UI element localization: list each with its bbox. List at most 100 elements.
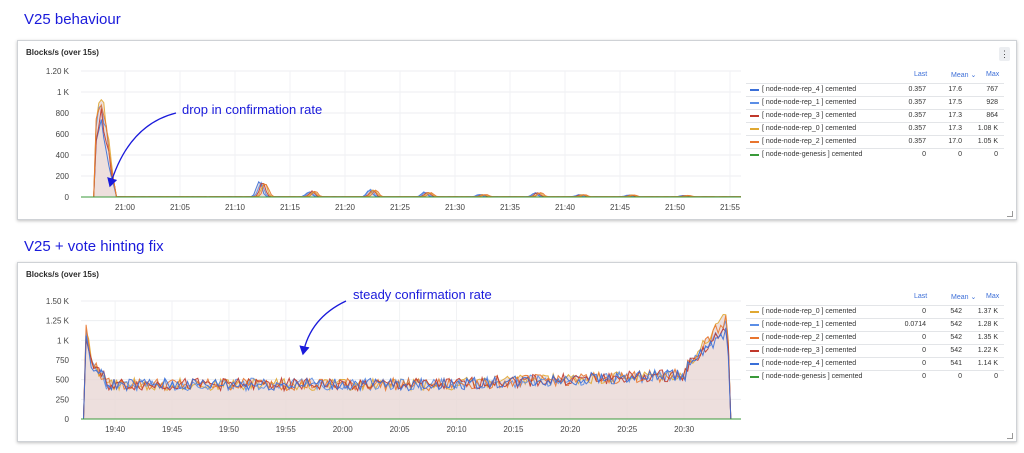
x-tick-label: 19:55 — [276, 425, 297, 434]
x-tick-label: 20:20 — [560, 425, 581, 434]
legend-value-last: 0.357 — [908, 86, 926, 93]
chart-plot-v25[interactable]: 0 200 400 600 800 1 K 1.20 K 21:00 21:05 21:10 21:… — [18, 41, 1016, 219]
legend-swatch — [750, 128, 759, 130]
legend-header: Last Mean ⌄ Max — [746, 293, 1004, 303]
legend-value-mean: 17.3 — [948, 112, 962, 119]
legend-value-max: 1.35 K — [977, 334, 998, 341]
legend-value-last: 0.0714 — [904, 321, 926, 328]
x-tick-label: 21:25 — [390, 203, 411, 212]
legend-row[interactable]: [ node-node-rep_1 ] cemented 0.0714 542 1.2… — [746, 318, 1004, 332]
legend-value-last: 0.357 — [908, 99, 926, 106]
legend-value-mean: 17.5 — [948, 99, 962, 106]
legend-header-mean[interactable]: Mean ⌄ — [951, 72, 977, 79]
legend-value-max: 1.28 K — [977, 321, 998, 328]
legend-row[interactable]: [ node-node-rep_0 ] cemented 0.357 17.3 1.0… — [746, 122, 1004, 136]
chart-panel-v25-fix: 0 250 500 750 1 K 1.25 K 1.50 K 19:40 19:45 19:50… — [17, 262, 1017, 442]
y-tick-label: 1.50 K — [46, 297, 70, 306]
x-tick-label: 21:05 — [170, 203, 191, 212]
x-tick-label: 21:35 — [500, 203, 521, 212]
x-tick-label: 21:50 — [665, 203, 686, 212]
legend-series-name: [ node-node-genesis ] cemented — [762, 373, 863, 380]
series-line-rep-4 — [81, 327, 741, 420]
y-tick-label: 1.20 K — [46, 67, 70, 76]
chart-panel-v25: 0 200 400 600 800 1 K 1.20 K 21:00 21:05 21:10 21:… — [17, 40, 1017, 220]
more-vertical-icon[interactable]: ⋮ — [999, 47, 1010, 61]
legend-value-mean: 17.3 — [948, 125, 962, 132]
legend-value-last: 0.357 — [908, 138, 926, 145]
legend-series-name: [ node-node-rep_1 ] cemented — [762, 99, 857, 106]
y-tick-label: 1 K — [57, 336, 70, 345]
legend-row[interactable]: [ node-node-rep_3 ] cemented 0 542 1.22 K — [746, 344, 1004, 358]
legend-header-max[interactable]: Max — [986, 293, 1000, 300]
legend-value-mean: 542 — [950, 334, 962, 341]
legend-row[interactable]: [ node-node-genesis ] cemented 0 0 0 — [746, 370, 1004, 384]
legend-swatch — [750, 89, 759, 91]
legend-value-mean: 541 — [950, 360, 962, 367]
x-tick-label: 19:50 — [219, 425, 240, 434]
x-tick-label: 20:05 — [390, 425, 411, 434]
legend-series-name: [ node-node-rep_3 ] cemented — [762, 347, 857, 354]
legend-header: Last Mean ⌄ Max — [746, 71, 1004, 81]
legend-value-max: 1.08 K — [977, 125, 998, 132]
x-tick-label: 21:20 — [335, 203, 356, 212]
y-tick-label: 0 — [65, 415, 70, 424]
x-tick-label: 21:40 — [555, 203, 576, 212]
legend-swatch — [750, 324, 759, 326]
legend-header-last[interactable]: Last — [914, 71, 928, 78]
legend-value-mean: 17.0 — [948, 138, 962, 145]
section-title-v25: V25 behaviour — [24, 11, 121, 28]
legend-value-last: 0 — [922, 334, 926, 341]
legend-header-max[interactable]: Max — [986, 71, 1000, 78]
legend-swatch — [750, 154, 759, 156]
legend-series-name: [ node-node-rep_3 ] cemented — [762, 112, 857, 119]
legend-row[interactable]: [ node-node-rep_1 ] cemented 0.357 17.5 928 — [746, 96, 1004, 110]
legend-header-mean[interactable]: Mean ⌄ — [951, 294, 977, 301]
legend-series-name: [ node-node-rep_1 ] cemented — [762, 321, 857, 328]
legend-swatch — [750, 311, 759, 313]
series-fill-area — [81, 314, 741, 419]
legend-row[interactable]: [ node-node-rep_4 ] cemented 0 541 1.14 K — [746, 357, 1004, 371]
legend-row[interactable]: [ node-node-genesis ] cemented 0 0 0 — [746, 148, 1004, 162]
legend-value-max: 767 — [986, 86, 998, 93]
annotation-drop: drop in confirmation rate — [182, 102, 323, 117]
panel-title: Blocks/s (over 15s) — [26, 270, 99, 279]
y-tick-label: 600 — [56, 130, 70, 139]
annotation-steady: steady confirmation rate — [353, 287, 492, 302]
legend-value-last: 0.357 — [908, 112, 926, 119]
legend-value-mean: 542 — [950, 308, 962, 315]
x-tick-label: 21:45 — [610, 203, 631, 212]
panel-title: Blocks/s (over 15s) — [26, 48, 99, 57]
legend-value-max: 864 — [986, 112, 998, 119]
legend-row[interactable]: [ node-node-rep_0 ] cemented 0 542 1.37 K — [746, 305, 1004, 319]
legend-swatch — [750, 337, 759, 339]
legend-row[interactable]: [ node-node-rep_3 ] cemented 0.357 17.3 864 — [746, 109, 1004, 123]
y-tick-label: 0 — [65, 193, 70, 202]
legend-row[interactable]: [ node-node-rep_2 ] cemented 0.357 17.0 1.0… — [746, 135, 1004, 149]
legend-value-mean: 0 — [958, 151, 962, 158]
resize-corner-icon[interactable] — [1007, 433, 1013, 439]
y-tick-label: 200 — [56, 172, 70, 181]
y-tick-label: 1.25 K — [46, 317, 70, 326]
series-line-rep-0 — [81, 313, 741, 420]
legend-row[interactable]: [ node-node-rep_2 ] cemented 0 542 1.35 K — [746, 331, 1004, 345]
legend-table: Last Mean ⌄ Max [ node-node-rep_0 ] cemente… — [746, 293, 1004, 383]
legend-swatch — [750, 141, 759, 143]
legend-value-max: 0 — [994, 373, 998, 380]
legend-value-last: 0 — [922, 347, 926, 354]
legend-series-name: [ node-node-rep_2 ] cemented — [762, 334, 857, 341]
y-tick-label: 800 — [56, 109, 70, 118]
legend-header-last[interactable]: Last — [914, 293, 928, 300]
resize-corner-icon[interactable] — [1007, 211, 1013, 217]
legend-swatch — [750, 376, 759, 378]
legend-series-name: [ node-node-rep_4 ] cemented — [762, 86, 857, 93]
x-tick-label: 21:55 — [720, 203, 741, 212]
chart-plot-v25-fix[interactable]: 0 250 500 750 1 K 1.25 K 1.50 K 19:40 19:45 19:50… — [18, 263, 1016, 441]
legend-value-max: 1.37 K — [977, 308, 998, 315]
legend-value-max: 1.14 K — [977, 360, 998, 367]
legend-value-mean: 542 — [950, 321, 962, 328]
legend-row[interactable]: [ node-node-rep_4 ] cemented 0.357 17.6 767 — [746, 83, 1004, 97]
legend-series-name: [ node-node-rep_4 ] cemented — [762, 360, 857, 367]
legend-series-name: [ node-node-rep_0 ] cemented — [762, 308, 857, 315]
legend-value-max: 0 — [994, 151, 998, 158]
y-tick-label: 1 K — [57, 88, 70, 97]
